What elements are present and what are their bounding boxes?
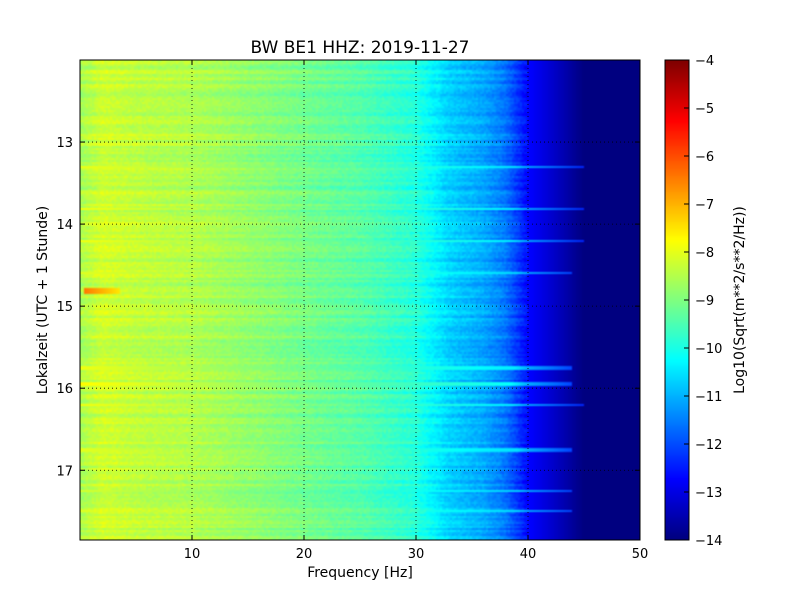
colorbar-tick-label: −12 (695, 438, 722, 453)
spectrogram-heatmap-image (80, 60, 640, 540)
y-axis-ticks: 13 14 15 16 17 (56, 136, 640, 479)
colorbar-label: Log10(Sqrt(m**2/s**2/Hz)) (732, 206, 748, 394)
y-axis-label: Lokalzeit (UTC + 1 Stunde) (35, 206, 51, 395)
x-tick-label: 30 (408, 547, 425, 562)
colorbar-tick-label: −10 (695, 342, 722, 357)
x-tick-label: 20 (296, 547, 313, 562)
colorbar-tick-label: −9 (695, 294, 714, 309)
colorbar-tick-label: −7 (695, 198, 714, 213)
colorbar-tick-label: −14 (695, 534, 722, 549)
chart-title: BW BE1 HHZ: 2019-11-27 (250, 38, 469, 58)
x-tick-label: 40 (520, 547, 537, 562)
grid-lines (80, 60, 640, 540)
plot-frame (79, 59, 641, 541)
y-tick-label: 13 (56, 136, 73, 151)
y-tick-label: 16 (56, 382, 73, 397)
x-axis-ticks: 10 20 30 40 50 (184, 60, 649, 562)
y-tick-label: 15 (56, 300, 73, 315)
x-tick-label: 50 (632, 547, 649, 562)
colorbar-tick-label: −11 (695, 390, 722, 405)
y-tick-label: 17 (56, 464, 73, 479)
x-axis-label: Frequency [Hz] (307, 565, 413, 581)
x-tick-label: 10 (184, 547, 201, 562)
colorbar-tick-label: −5 (695, 102, 714, 117)
colorbar: −4 −5 −6 −7 −8 −9 −10 −11 −12 −13 −14 (664, 54, 722, 549)
colorbar-tick-label: −4 (695, 54, 714, 69)
colorbar-ticks: −4 −5 −6 −7 −8 −9 −10 −11 −12 −13 −14 (684, 54, 722, 549)
colorbar-tick-label: −6 (695, 150, 714, 165)
colorbar-tick-label: −8 (695, 246, 714, 261)
colorbar-tick-label: −13 (695, 486, 722, 501)
spectrogram-plot: 10 20 30 40 50 13 14 15 16 17 (56, 59, 649, 562)
y-tick-label: 14 (56, 218, 73, 233)
